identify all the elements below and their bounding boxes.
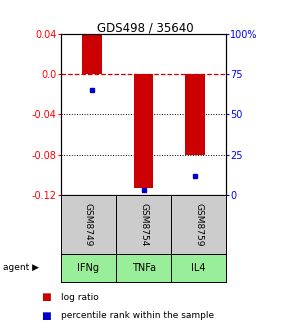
- Text: IFNg: IFNg: [77, 263, 99, 273]
- Bar: [82, 34, 102, 74]
- Text: agent ▶: agent ▶: [3, 263, 39, 272]
- Bar: [134, 74, 153, 188]
- Text: ■: ■: [41, 292, 50, 302]
- Text: percentile rank within the sample: percentile rank within the sample: [61, 311, 214, 320]
- Text: GDS498 / 35640: GDS498 / 35640: [97, 22, 193, 35]
- Text: TNFa: TNFa: [132, 263, 155, 273]
- Text: GSM8754: GSM8754: [139, 203, 148, 246]
- Text: GSM8759: GSM8759: [194, 203, 203, 246]
- Text: GSM8749: GSM8749: [84, 203, 93, 246]
- Bar: [185, 74, 205, 155]
- Text: ■: ■: [41, 311, 50, 321]
- Text: IL4: IL4: [191, 263, 206, 273]
- Text: log ratio: log ratio: [61, 293, 99, 302]
